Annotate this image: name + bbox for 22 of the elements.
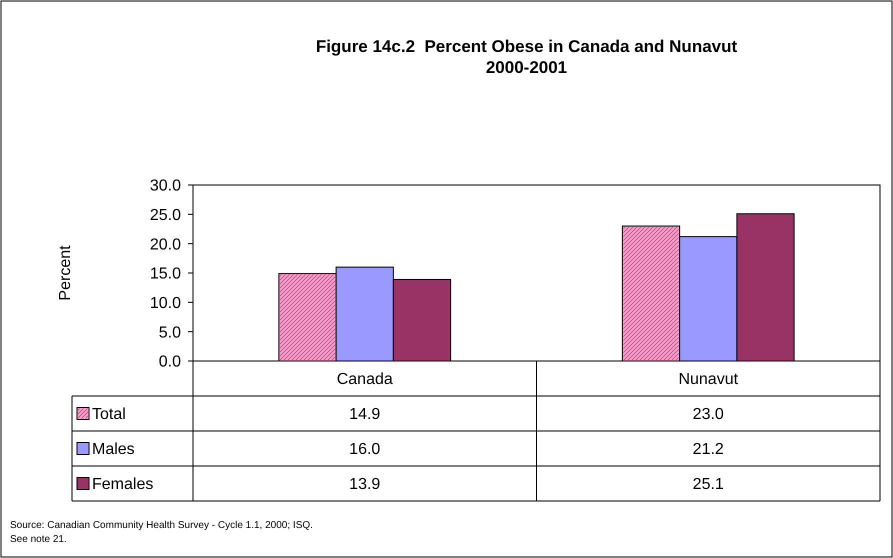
- y-tick-label: 30.0: [150, 178, 182, 195]
- data-label: 14.9: [349, 406, 380, 424]
- y-axis-title: Percent: [57, 244, 74, 301]
- legend-label: Females: [92, 476, 154, 494]
- y-tick-label: 25.0: [150, 206, 182, 224]
- y-tick-label: 20.0: [150, 236, 182, 254]
- y-tick-label: 5.0: [158, 324, 182, 342]
- x-tick-label: Canada: [336, 371, 393, 388]
- legend-label: Total: [92, 406, 126, 424]
- legend-label: Males: [92, 441, 135, 458]
- text: See note 21.: [10, 534, 67, 545]
- data-label: 13.9: [349, 476, 380, 494]
- source-note: Source: Canadian Community Health Survey - Cycle 1.1, 2000; ISQ.: [10, 520, 313, 531]
- y-tick-label: 10.0: [150, 294, 182, 312]
- data-label: 23.0: [692, 406, 724, 424]
- x-tick-label: Nunavut: [678, 371, 739, 388]
- data-label: 25.1: [692, 476, 724, 494]
- chart-title: Figure 14c.2 Percent Obese in Canada and Nunavut 2000-2001: [316, 37, 738, 77]
- y-tick-label: 15.0: [150, 266, 182, 283]
- data-label: 16.0: [349, 441, 380, 458]
- data-label: 21.2: [692, 441, 724, 458]
- y-tick-label: 0.0: [158, 354, 182, 371]
